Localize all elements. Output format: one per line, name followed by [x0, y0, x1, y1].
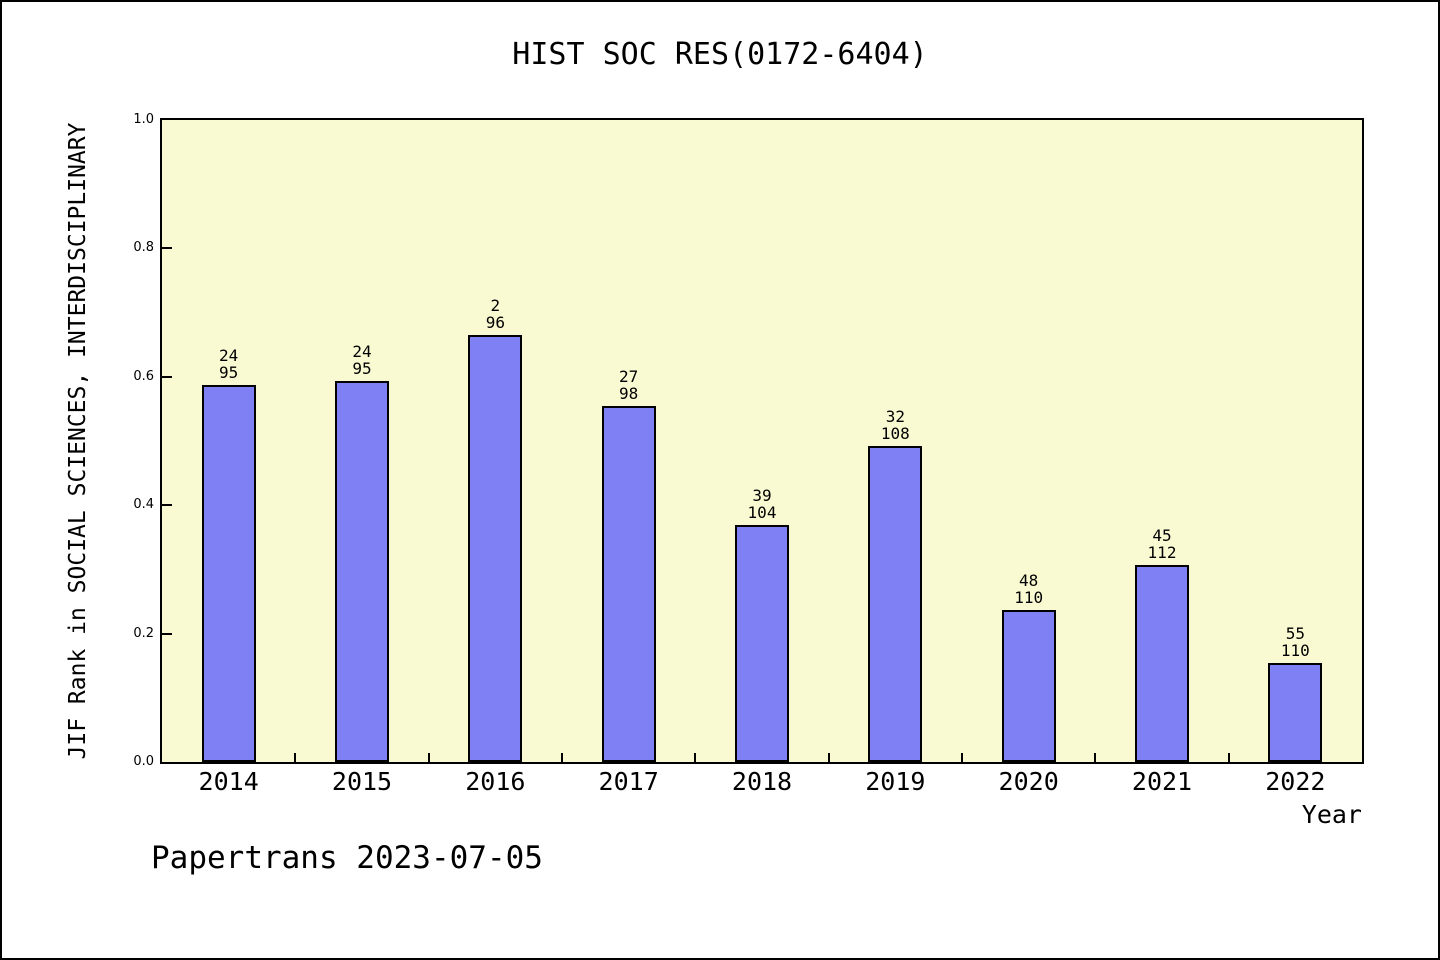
bar-label-rank: 48	[1019, 571, 1039, 590]
bar-label-total: 108	[880, 424, 910, 443]
bar-2021	[1135, 565, 1189, 762]
bar-label-2020: 48 110	[1014, 572, 1043, 606]
bar-label-2022: 55 110	[1281, 625, 1310, 659]
x-tick-label-2020: 2020	[998, 767, 1059, 796]
plot-area: 24 95 24 95 2 96 27 98 39 104 32 108 48 110 45 112 55 110	[160, 118, 1364, 764]
bar-2017	[601, 406, 656, 762]
bar-label-total: 110	[1280, 641, 1310, 660]
bar-label-2021: 45 112	[1148, 527, 1177, 561]
x-tick-mark	[694, 753, 697, 762]
x-tick-label-2015: 2015	[331, 767, 393, 796]
x-tick-label-2021: 2021	[1131, 767, 1193, 796]
bar-2019	[868, 446, 923, 762]
bar-label-rank: 24	[352, 342, 372, 361]
y-tick-mark	[162, 375, 172, 378]
bar-label-total: 95	[219, 363, 239, 382]
y-tick-mark	[162, 504, 172, 507]
bar-label-rank: 45	[1152, 526, 1172, 545]
bar-label-total: 98	[619, 384, 639, 403]
bar-label-rank: 32	[885, 407, 905, 426]
bar-label-total: 95	[352, 359, 372, 378]
x-axis-label: Year	[1301, 800, 1362, 829]
bar-2015	[335, 381, 389, 762]
bar-2018	[735, 525, 789, 762]
x-tick-label-2014: 2014	[198, 767, 259, 796]
x-tick-label-2019: 2019	[865, 767, 926, 796]
y-tick-mark	[162, 247, 172, 250]
bar-2014	[201, 385, 256, 762]
y-tick-mark	[162, 632, 172, 635]
bar-label-2015: 24 95	[352, 343, 371, 377]
bar-label-total: 110	[1014, 588, 1044, 607]
x-tick-mark	[427, 753, 430, 762]
x-tick-label-2016: 2016	[465, 767, 526, 796]
bar-2016	[468, 335, 523, 762]
y-tick-label: 0.4	[133, 497, 154, 513]
x-tick-mark	[561, 753, 563, 762]
bar-label-rank: 2	[490, 296, 501, 315]
x-tick-label-2018: 2018	[731, 767, 793, 796]
bar-label-total: 112	[1147, 543, 1177, 562]
x-axis-tick-labels: 2014 2015 2016 2017 2018 2019 2020 2021 2022	[162, 768, 1362, 800]
y-tick-label: 0.2	[133, 625, 154, 641]
bar-label-rank: 27	[619, 367, 639, 386]
x-tick-label-2017: 2017	[598, 767, 659, 796]
y-tick-label: 1.0	[133, 112, 154, 127]
x-tick-mark	[1094, 753, 1097, 762]
chart-title: HIST SOC RES(0172-6404)	[512, 37, 928, 72]
y-tick-label: 0.8	[133, 240, 154, 256]
x-tick-mark	[827, 753, 830, 762]
bar-2020	[1001, 610, 1056, 762]
y-tick-label: 0.0	[133, 754, 154, 769]
bar-label-total: 96	[485, 313, 505, 332]
bar-label-rank: 24	[219, 346, 239, 365]
bar-label-rank: 55	[1285, 624, 1305, 643]
bar-label-2016: 2 96	[486, 297, 505, 331]
bar-label-2018: 39 104	[748, 487, 777, 521]
x-tick-mark	[961, 753, 963, 762]
bar-label-2017: 27 98	[619, 368, 638, 402]
footer-watermark: Papertrans 2023-07-05	[151, 840, 543, 876]
y-axis-label: JIF Rank in SOCIAL SCIENCES, INTERDISCIP…	[65, 122, 91, 760]
bar-label-total: 104	[747, 503, 777, 522]
x-tick-mark	[1227, 753, 1230, 762]
y-tick-label: 0.6	[133, 368, 154, 384]
x-tick-label-2022: 2022	[1265, 767, 1326, 796]
bar-label-2019: 32 108	[881, 408, 910, 442]
bar-label-rank: 39	[752, 486, 772, 505]
bar-2022	[1268, 663, 1323, 762]
x-tick-mark	[294, 753, 297, 762]
bar-label-2014: 24 95	[219, 347, 238, 381]
